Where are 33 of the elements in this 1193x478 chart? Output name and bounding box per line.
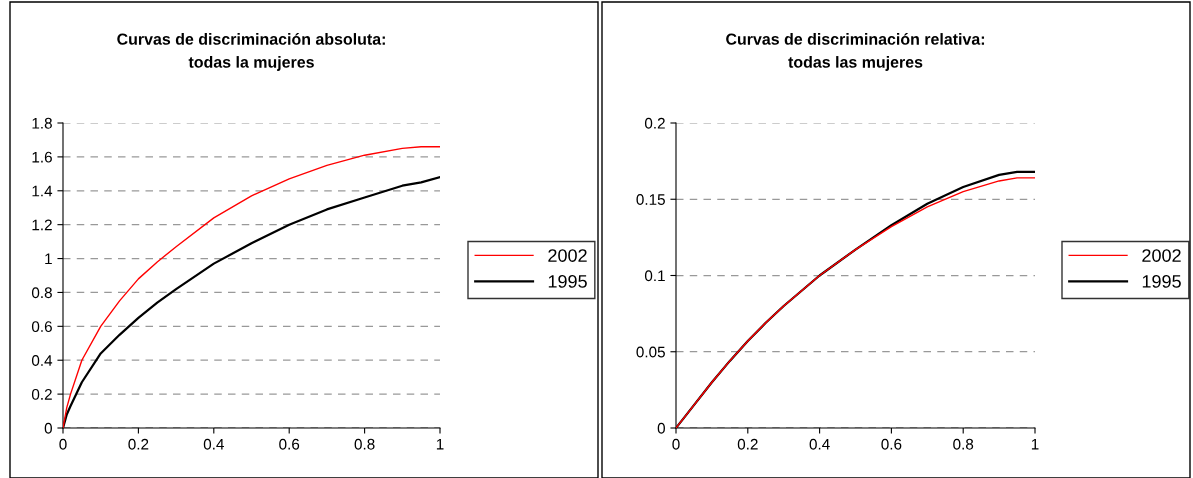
- y-tick-label: 0.8: [31, 287, 52, 299]
- x-tick-label: 0.4: [809, 438, 830, 450]
- y-tick-label: 1.8: [32, 117, 52, 129]
- y-tick-label: 0.2: [644, 117, 665, 129]
- y-tick-label: 0.2: [31, 388, 52, 400]
- x-tick-label: 0.8: [354, 438, 375, 450]
- y-tick-label: 0.6: [31, 321, 52, 333]
- x-tick-label: 0.6: [881, 438, 902, 450]
- y-tick-label: 1.4: [32, 185, 53, 197]
- legend-label: 1995: [1142, 274, 1181, 288]
- x-tick-label: 1: [1031, 438, 1039, 450]
- x-tick-label: 0.2: [737, 438, 758, 450]
- x-tick-label: 0.2: [128, 438, 149, 450]
- y-tick-label: 0.05: [636, 346, 665, 358]
- y-tick-label: 0.4: [31, 355, 53, 366]
- x-tick-label: 0.8: [953, 438, 974, 450]
- y-tick-label: 1: [45, 253, 52, 265]
- y-tick-label: 0.1: [644, 270, 665, 282]
- x-tick-label: 0: [59, 438, 67, 450]
- x-tick-label: 0.4: [203, 438, 224, 450]
- y-tick-label: 1.2: [32, 219, 52, 231]
- chart-title: Curvas de discriminación relativa: todas las mujeres: [726, 32, 985, 71]
- x-tick-label: 0: [672, 438, 680, 450]
- y-tick-label: 0: [657, 422, 665, 434]
- y-tick-label: 0.15: [636, 194, 665, 205]
- y-tick-label: 0: [44, 422, 52, 434]
- y-tick-label: 1.6: [32, 151, 52, 163]
- legend-label: 2002: [1142, 249, 1181, 262]
- x-tick-label: 1: [436, 438, 444, 450]
- x-tick-label: 0.6: [279, 438, 300, 450]
- legend-label: 1995: [548, 274, 587, 288]
- legend-label: 2002: [548, 249, 587, 262]
- chart-title: Curvas de discriminación absoluta: todas la mujeres: [117, 32, 385, 71]
